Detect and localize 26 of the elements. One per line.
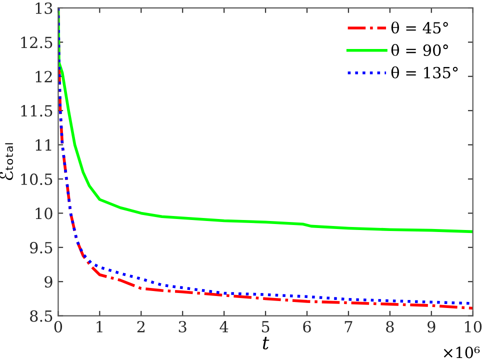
x-tick-label: 4: [220, 320, 228, 332]
y-tick-label: 13: [36, 2, 52, 14]
x-tick-label: 9: [428, 320, 436, 332]
legend-label: θ = 135°: [391, 66, 458, 78]
y-tick-label: 11: [36, 139, 52, 151]
y-tick-label: 10.5: [21, 173, 52, 186]
x-tick-label: 6: [303, 320, 311, 332]
legend-label: θ = 90°: [391, 44, 448, 56]
x-tick-label: 0: [54, 320, 62, 332]
y-tick-label: 12: [36, 70, 52, 82]
legend-label: θ = 45°: [391, 22, 448, 34]
y-tick-label: 8.5: [30, 310, 52, 322]
x-tick-label: 3: [178, 320, 186, 332]
x-tick-label: 7: [344, 321, 352, 332]
text: ×10⁶: [444, 346, 480, 358]
x-tick-label: 1: [96, 320, 102, 332]
y-tick-label: 9: [44, 276, 52, 288]
y-tick-label: 10: [36, 208, 52, 220]
y-tick-label: 9.5: [30, 242, 52, 254]
x-tick-label: 5: [262, 321, 270, 332]
y-tick-label: 12.5: [21, 36, 52, 48]
y-tick-label: 11.5: [21, 105, 52, 117]
x-tick-label: 2: [137, 320, 144, 332]
x-axis-title: t: [262, 336, 270, 350]
x-tick-label: 8: [386, 320, 394, 332]
x-tick-label: 10: [465, 320, 482, 332]
